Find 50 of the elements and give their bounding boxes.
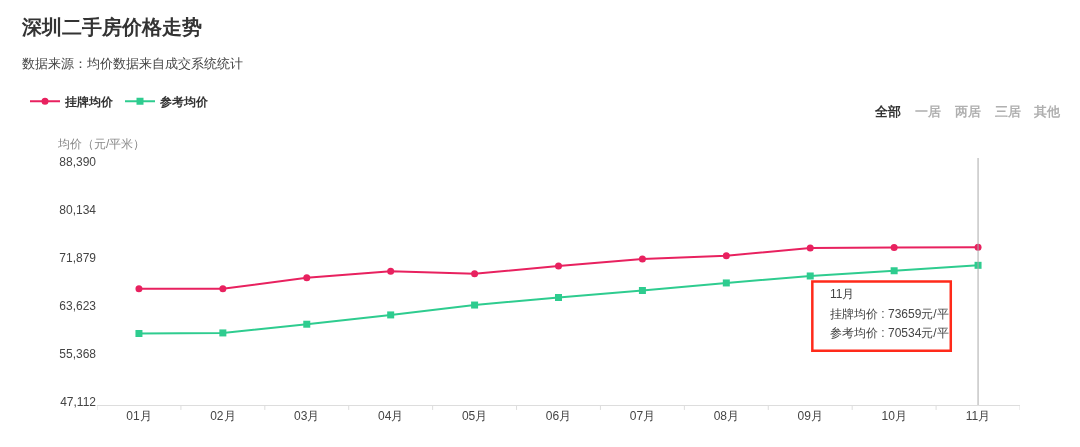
point: [890, 244, 898, 251]
point: [135, 285, 143, 293]
x-tick-label: 02月: [210, 409, 236, 424]
chart-subtitle: 数据来源：均价数据来自成交系统统计: [21, 56, 243, 72]
x-tick-label: 01月: [126, 409, 152, 424]
x-tick-label: 05月: [461, 409, 488, 424]
y-tick-label: 63,623: [59, 298, 97, 313]
point: [555, 262, 562, 270]
text: 一居: [915, 104, 941, 119]
point: [471, 301, 479, 309]
y-tick-label: 55,368: [59, 346, 97, 361]
text: 两居: [954, 104, 981, 119]
point: [135, 330, 143, 338]
point: [806, 244, 814, 252]
x-tick-label: 04月: [378, 409, 404, 424]
text: 其他: [1033, 104, 1061, 119]
text: 三居: [995, 104, 1021, 119]
text: 全部: [874, 104, 901, 119]
point: [219, 285, 227, 293]
point: [303, 320, 311, 328]
x-tick-label: 08月: [713, 409, 739, 424]
annotation: 挂牌均价 : 73659元/平: [830, 307, 949, 321]
x-tick-label: 11月: [965, 409, 991, 424]
legend-label: 挂牌均价: [64, 94, 115, 109]
x-tick-label: 06月: [545, 409, 572, 424]
y-tick-label: 47,112: [60, 394, 97, 409]
annotation: 11月: [830, 287, 855, 301]
y-axis-title: 均价（元/平米）: [57, 137, 146, 151]
point: [890, 267, 898, 275]
legend-label: 参考均价: [159, 94, 210, 109]
x-tick-label: 10月: [881, 409, 907, 424]
x-tick-label: 09月: [797, 409, 823, 424]
point: [303, 274, 311, 282]
annotation: 参考均价 : 70534元/平: [830, 326, 949, 340]
point: [638, 287, 646, 295]
x-tick-label: 03月: [294, 409, 320, 424]
point: [219, 329, 227, 337]
point: [638, 255, 646, 263]
point: [471, 270, 479, 278]
y-tick-label: 80,134: [59, 202, 97, 217]
point: [387, 267, 395, 275]
x-tick-label: 07月: [629, 409, 656, 424]
point: [806, 272, 814, 280]
y-tick-label: 71,879: [59, 250, 97, 265]
y-tick-label: 88,390: [59, 154, 97, 169]
point: [722, 279, 730, 287]
point: [555, 293, 562, 301]
chart-title: 深圳二手房价格走势: [20, 16, 202, 39]
point: [722, 252, 730, 260]
point: [387, 311, 395, 319]
